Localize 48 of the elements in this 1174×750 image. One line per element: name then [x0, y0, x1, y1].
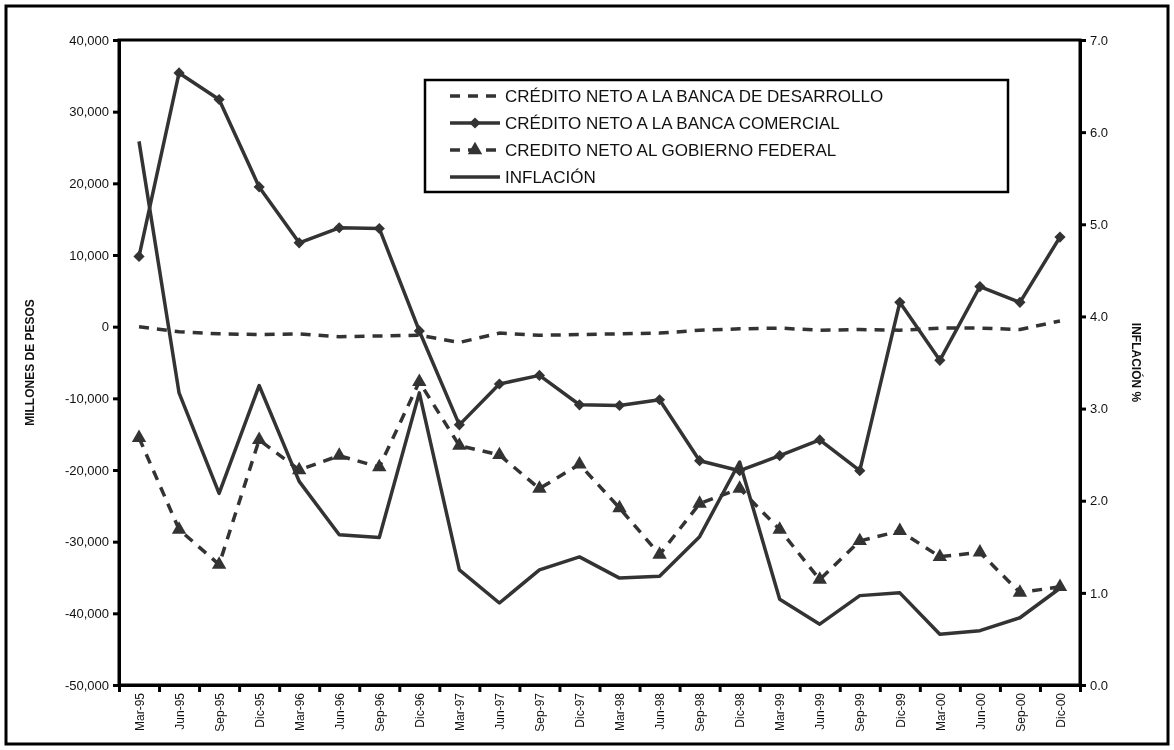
x-tick-label: Mar-96	[292, 692, 307, 732]
y-tick-label: 40,000	[69, 32, 109, 48]
y2-tick-label: 3.0	[1090, 401, 1109, 417]
y2-tick-label: 0.0	[1090, 677, 1109, 693]
x-tick-label: Dic-99	[893, 692, 908, 728]
y-tick-label: -20,000	[64, 462, 109, 478]
y-axis-title: MILLONES DE PESOS	[23, 299, 37, 426]
x-tick-label: Jun-99	[813, 692, 828, 730]
x-tick-label: Jun-98	[653, 692, 668, 730]
y-tick-label: -10,000	[64, 390, 109, 406]
x-tick-label: Sep-96	[372, 692, 387, 732]
y2-tick-label: 4.0	[1090, 309, 1109, 325]
y-tick-label: 0	[101, 319, 109, 335]
x-tick-label: Mar-99	[773, 692, 788, 732]
x-tick-label: Sep-00	[1013, 692, 1028, 732]
y2-tick-label: 5.0	[1090, 216, 1109, 232]
x-tick-label: Dic-95	[252, 692, 267, 728]
x-tick-label: Jun-95	[172, 692, 187, 730]
x-tick-label: Sep-95	[212, 692, 227, 732]
y2-tick-label: 1.0	[1090, 585, 1109, 601]
x-tick-label: Sep-97	[533, 692, 548, 732]
x-tick-label: Sep-99	[853, 692, 868, 732]
legend-label: CREDITO NETO AL GOBIERNO FEDERAL	[505, 140, 837, 160]
x-tick-label: Dic-97	[573, 692, 588, 728]
x-tick-label: Mar-97	[453, 692, 468, 732]
legend-label: INFLACIÓN	[505, 167, 596, 187]
x-tick-label: Mar-00	[933, 692, 948, 732]
y2-axis-title: INFLACIÓN %	[1129, 322, 1144, 403]
x-tick-label: Jun-96	[332, 692, 347, 730]
x-tick-label: Jun-00	[973, 692, 988, 730]
y-tick-label: -50,000	[64, 677, 109, 693]
y-tick-label: -30,000	[64, 534, 109, 550]
x-tick-label: Dic-00	[1053, 692, 1068, 728]
x-tick-label: Mar-95	[132, 692, 147, 732]
y2-tick-label: 7.0	[1090, 32, 1109, 48]
y-tick-label: -40,000	[64, 605, 109, 621]
y-tick-label: 10,000	[69, 247, 109, 263]
x-tick-label: Sep-98	[693, 692, 708, 732]
x-tick-label: Jun-97	[493, 692, 508, 730]
x-tick-label: Dic-98	[733, 692, 748, 728]
y2-tick-label: 2.0	[1090, 493, 1109, 509]
legend-label: CRÉDITO NETO A LA BANCA COMERCIAL	[505, 113, 840, 133]
x-tick-label: Mar-98	[613, 692, 628, 732]
x-tick-label: Dic-96	[413, 692, 428, 728]
y-tick-label: 20,000	[69, 175, 109, 191]
y-tick-label: 30,000	[69, 104, 109, 120]
legend-label: CRÉDITO NETO A LA BANCA DE DESARROLLO	[505, 86, 884, 106]
y2-tick-label: 6.0	[1090, 124, 1109, 140]
